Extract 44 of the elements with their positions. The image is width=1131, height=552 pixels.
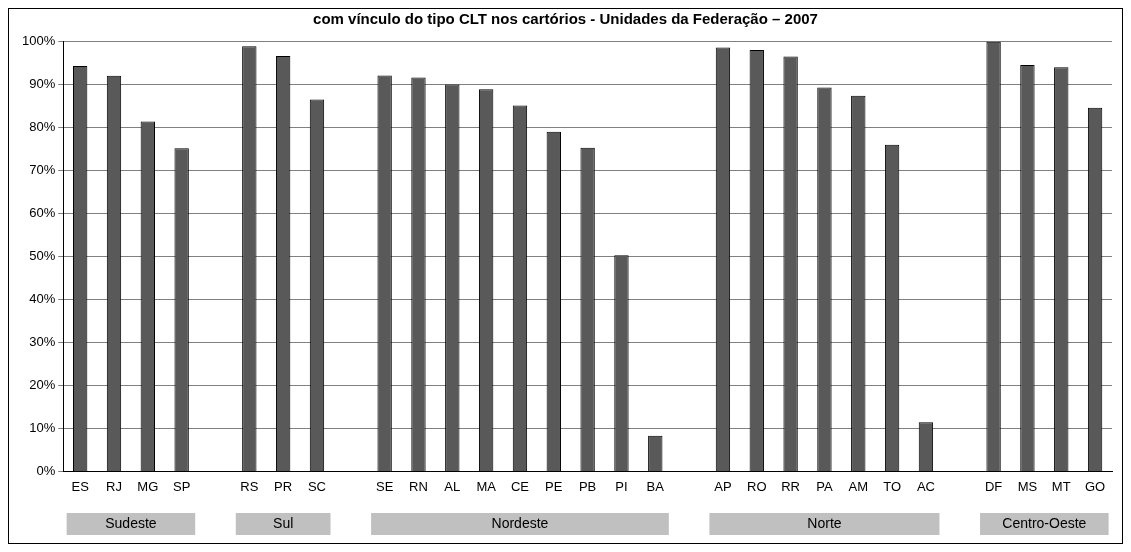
- y-tick-label: 40%: [29, 290, 56, 306]
- x-tick-label: PE: [545, 478, 563, 494]
- y-tick-label: 20%: [29, 376, 56, 392]
- y-tick-label: 50%: [29, 247, 56, 263]
- x-tick-label: RO: [747, 478, 767, 494]
- x-tick-label: RJ: [106, 478, 122, 494]
- x-tick-label: MA: [476, 478, 497, 494]
- y-tick-label: 80%: [29, 118, 56, 134]
- y-tick-label: 70%: [29, 161, 56, 177]
- y-tick-label: 60%: [29, 204, 56, 220]
- x-tick-label: SE: [375, 478, 394, 494]
- x-tick-label: MT: [1051, 478, 1071, 494]
- y-tick-label: 90%: [29, 75, 56, 91]
- x-tick-label: BA: [646, 478, 665, 494]
- text: Norte: [807, 514, 842, 531]
- y-tick-label: 100%: [22, 32, 56, 48]
- x-tick-label: SP: [172, 478, 191, 494]
- x-tick-label: RN: [409, 478, 428, 494]
- x-tick-label: SC: [307, 478, 327, 494]
- chart-title: com vínculo do tipo CLT nos cartórios - Unidades da Federação – 2007: [313, 10, 818, 28]
- text: Nordeste: [491, 514, 549, 531]
- x-tick-label: GO: [1084, 478, 1106, 494]
- x-tick-label: AC: [916, 478, 935, 494]
- y-tick-label: 0%: [36, 462, 56, 478]
- x-tick-label: PI: [615, 478, 628, 494]
- x-tick-label: ES: [71, 478, 90, 494]
- text: Sudeste: [105, 514, 157, 531]
- x-tick-label: MG: [137, 478, 159, 494]
- x-tick-label: AP: [714, 478, 732, 494]
- x-tick-label: MS: [1017, 478, 1038, 494]
- x-tick-label: RS: [240, 478, 259, 494]
- x-tick-label: TO: [883, 478, 902, 494]
- text: Centro-Oeste: [1002, 514, 1087, 531]
- x-tick-label: RR: [781, 478, 800, 494]
- x-tick-label: AL: [444, 478, 461, 494]
- y-tick-label: 10%: [29, 419, 56, 435]
- text: Sul: [273, 514, 294, 531]
- y-tick-label: 30%: [29, 333, 56, 349]
- x-tick-label: CE: [510, 478, 530, 494]
- x-tick-label: DF: [984, 478, 1003, 494]
- x-tick-label: PR: [274, 478, 293, 494]
- x-tick-label: AM: [848, 478, 869, 494]
- x-tick-label: PA: [816, 478, 833, 494]
- x-tick-label: PB: [578, 478, 597, 494]
